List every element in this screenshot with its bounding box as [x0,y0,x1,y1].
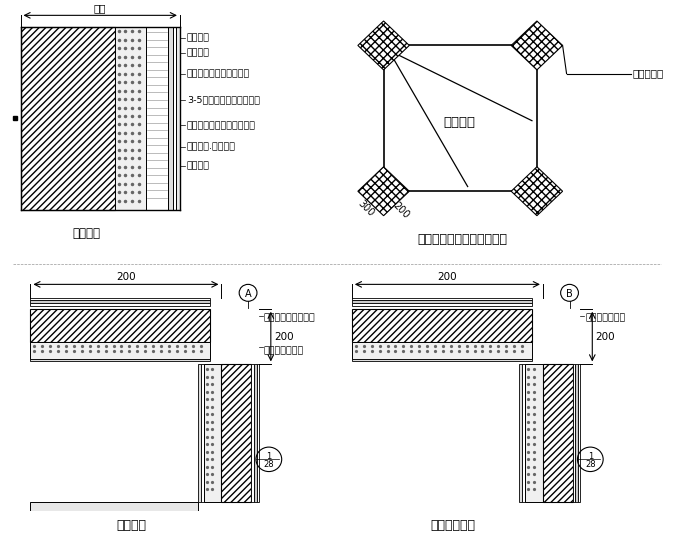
Bar [352,309,532,342]
Text: 墙厉: 墙厉 [94,3,107,13]
Bar [543,365,572,502]
Bar [168,27,173,210]
Bar [576,365,578,502]
Text: 普通耐碱玻纤网搭接: 普通耐碱玻纤网搭接 [264,313,316,322]
Text: 弹性底涂.柔性腻子: 弹性底涂.柔性腻子 [187,142,236,151]
Bar [572,365,576,502]
Text: 3-5厉抗裂砂浆复合耐碱网: 3-5厉抗裂砂浆复合耐碱网 [187,95,260,104]
Bar [204,365,221,502]
Text: 门洞窗口耐碱玻纤网加强图: 门洞窗口耐碱玻纤网加强图 [418,232,508,246]
Text: 1: 1 [266,452,271,461]
Bar [525,365,543,502]
Text: 200: 200 [274,332,294,342]
Text: 耐碱玻纤网搭接: 耐碱玻纤网搭接 [585,313,626,322]
Bar [30,342,211,359]
Bar [352,342,532,359]
Text: 外墙涂料: 外墙涂料 [187,161,210,171]
Bar [383,45,537,191]
Bar [352,301,532,303]
Text: 300: 300 [356,199,376,219]
Text: A: A [245,289,251,299]
Bar [200,365,204,502]
Bar [173,27,176,210]
Text: 布（首层双层耐碱玻纤网）: 布（首层双层耐碱玻纤网） [187,121,256,130]
Bar [30,502,198,513]
Bar [352,303,532,306]
Text: 首层阳角: 首层阳角 [116,519,146,531]
Polygon shape [511,167,562,216]
Bar [251,365,254,502]
Text: 胶粉聚苯颗粒保温砂浆层: 胶粉聚苯颗粒保温砂浆层 [187,69,250,78]
Bar [30,297,211,301]
Text: 200: 200 [116,272,136,282]
Text: 200: 200 [437,272,457,282]
Text: 28: 28 [585,459,595,469]
Bar [198,365,200,502]
Text: 涂料外墙: 涂料外墙 [73,227,101,240]
Polygon shape [358,167,409,216]
Bar [30,303,211,306]
Bar [352,297,532,301]
Text: 二层以上阳角: 二层以上阳角 [431,519,475,531]
Bar [30,309,211,342]
Text: 1: 1 [588,452,593,461]
Text: 耐碱玻纤网对接: 耐碱玻纤网对接 [264,346,304,356]
Text: 界面砂浆: 界面砂浆 [187,49,210,58]
Bar [176,27,180,210]
Text: 耐碱玻纤网: 耐碱玻纤网 [633,69,664,79]
Polygon shape [358,21,409,70]
Bar [578,365,580,502]
Text: 200: 200 [392,200,412,221]
Text: B: B [566,289,573,299]
Bar [115,27,146,210]
Text: 200: 200 [595,332,615,342]
Bar [30,301,211,303]
Polygon shape [511,21,562,70]
Text: 28: 28 [263,459,274,469]
Text: 门洞窗口: 门洞窗口 [443,116,476,129]
Bar [146,27,168,210]
Bar [30,359,211,361]
Bar [221,365,251,502]
Text: 基层墙体: 基层墙体 [187,34,210,43]
Bar [522,365,525,502]
Bar [20,27,115,210]
Bar [352,359,532,361]
Bar [254,365,257,502]
Bar [519,365,522,502]
Bar [257,365,259,502]
